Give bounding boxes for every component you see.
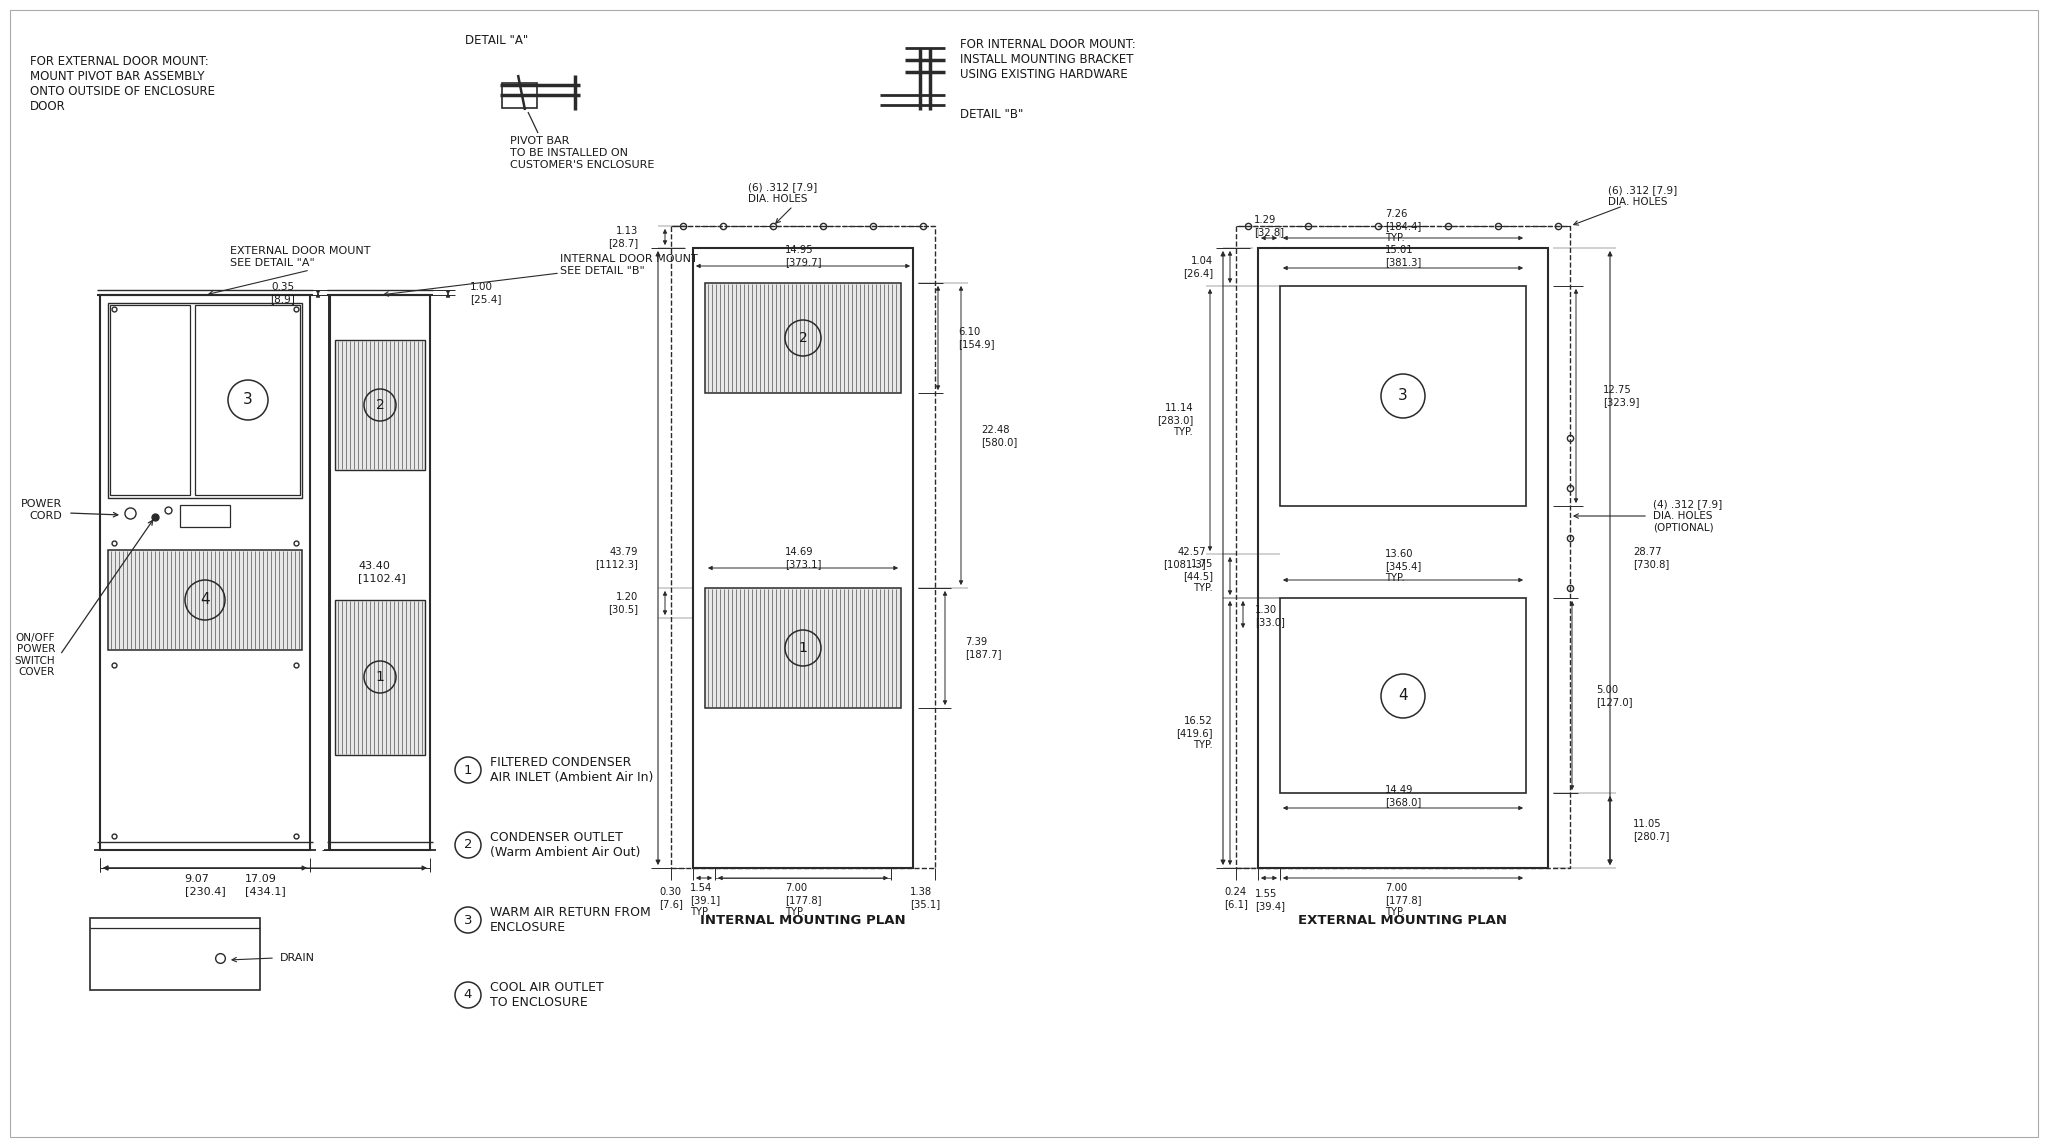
Text: 11.05
[280.7]: 11.05 [280.7]	[1632, 819, 1669, 841]
Bar	[109, 303, 301, 498]
Bar	[502, 83, 537, 108]
Text: (6) .312 [7.9]
DIA. HOLES: (6) .312 [7.9] DIA. HOLES	[1608, 185, 1677, 206]
Bar	[111, 305, 190, 496]
Text: 7.00
[177.8]
TYP.: 7.00 [177.8] TYP.	[1384, 883, 1421, 916]
Text: CONDENSER OUTLET
(Warm Ambient Air Out): CONDENSER OUTLET (Warm Ambient Air Out)	[489, 830, 641, 859]
Text: 0.24
[6.1]: 0.24 [6.1]	[1225, 887, 1247, 908]
Text: (4) .312 [7.9]
DIA. HOLES
(OPTIONAL): (4) .312 [7.9] DIA. HOLES (OPTIONAL)	[1653, 499, 1722, 532]
Text: EXTERNAL DOOR MOUNT
SEE DETAIL "A": EXTERNAL DOOR MOUNT SEE DETAIL "A"	[229, 247, 371, 267]
Text: 9.07
[230.4]: 9.07 [230.4]	[184, 874, 225, 896]
Text: 1.29
[32.8]: 1.29 [32.8]	[1253, 216, 1284, 236]
Text: 1.30
[33.0]: 1.30 [33.0]	[1255, 606, 1284, 626]
Text: 3: 3	[463, 913, 473, 927]
Text: DETAIL "A": DETAIL "A"	[465, 33, 528, 47]
Text: 0.30
[7.6]: 0.30 [7.6]	[659, 887, 682, 908]
Text: 1.20
[30.5]: 1.20 [30.5]	[608, 592, 639, 614]
Text: 1.38
[35.1]: 1.38 [35.1]	[909, 887, 940, 908]
Bar	[330, 295, 430, 850]
Text: 28.77
[730.8]: 28.77 [730.8]	[1632, 547, 1669, 569]
Text: INTERNAL DOOR MOUNT
SEE DETAIL "B": INTERNAL DOOR MOUNT SEE DETAIL "B"	[559, 255, 698, 275]
Text: 43.79
[1112.3]: 43.79 [1112.3]	[596, 547, 639, 569]
Text: ON/OFF
POWER
SWITCH
COVER: ON/OFF POWER SWITCH COVER	[14, 633, 55, 678]
Text: PIVOT BAR
TO BE INSTALLED ON
CUSTOMER'S ENCLOSURE: PIVOT BAR TO BE INSTALLED ON CUSTOMER'S …	[510, 136, 655, 170]
Bar	[180, 505, 229, 526]
Text: 2: 2	[375, 398, 385, 412]
Bar	[336, 600, 426, 755]
Text: 0.35
[8.9]: 0.35 [8.9]	[270, 282, 295, 304]
Bar	[705, 283, 901, 393]
Bar	[109, 551, 301, 650]
Bar	[100, 295, 309, 850]
Bar	[672, 226, 936, 868]
Text: 7.26
[184.4]
TYP.: 7.26 [184.4] TYP.	[1384, 210, 1421, 243]
Text: 7.39
[187.7]: 7.39 [187.7]	[965, 638, 1001, 658]
Text: (6) .312 [7.9]
DIA. HOLES: (6) .312 [7.9] DIA. HOLES	[748, 182, 817, 204]
Text: 15.01
[381.3]: 15.01 [381.3]	[1384, 245, 1421, 267]
Text: FILTERED CONDENSER
AIR INLET (Ambient Air In): FILTERED CONDENSER AIR INLET (Ambient Ai…	[489, 756, 653, 785]
Text: 1.75
[44.5]
TYP.: 1.75 [44.5] TYP.	[1184, 560, 1212, 593]
Text: WARM AIR RETURN FROM
ENCLOSURE: WARM AIR RETURN FROM ENCLOSURE	[489, 906, 651, 934]
Bar	[692, 248, 913, 868]
Bar	[1280, 286, 1526, 506]
Text: 4: 4	[463, 989, 473, 1001]
Text: 22.48
[580.0]: 22.48 [580.0]	[981, 426, 1018, 447]
Text: 14.69
[373.1]: 14.69 [373.1]	[784, 547, 821, 569]
Text: 2: 2	[799, 331, 807, 345]
Text: FOR INTERNAL DOOR MOUNT:
INSTALL MOUNTING BRACKET
USING EXISTING HARDWARE: FOR INTERNAL DOOR MOUNT: INSTALL MOUNTIN…	[961, 38, 1137, 81]
Text: 1: 1	[375, 670, 385, 684]
Text: POWER
CORD: POWER CORD	[20, 499, 61, 521]
Text: 1: 1	[799, 641, 807, 655]
Text: 1.04
[26.4]: 1.04 [26.4]	[1184, 256, 1212, 278]
Text: DRAIN: DRAIN	[281, 953, 315, 963]
Bar	[336, 340, 426, 470]
Bar	[195, 305, 299, 496]
Text: 1: 1	[463, 764, 473, 777]
Text: 5.00
[127.0]: 5.00 [127.0]	[1595, 685, 1632, 707]
Text: 4: 4	[201, 593, 209, 608]
Text: 1.00
[25.4]: 1.00 [25.4]	[469, 282, 502, 304]
Text: 14.95
[379.7]: 14.95 [379.7]	[784, 245, 821, 267]
Text: INTERNAL MOUNTING PLAN: INTERNAL MOUNTING PLAN	[700, 913, 905, 927]
Text: COOL AIR OUTLET
TO ENCLOSURE: COOL AIR OUTLET TO ENCLOSURE	[489, 981, 604, 1009]
Text: 1.13
[28.7]: 1.13 [28.7]	[608, 226, 639, 248]
Text: 1.55
[39.4]: 1.55 [39.4]	[1255, 889, 1284, 911]
Text: DETAIL "B": DETAIL "B"	[961, 109, 1024, 122]
Bar	[1280, 598, 1526, 793]
Text: 3: 3	[244, 392, 252, 407]
Text: EXTERNAL MOUNTING PLAN: EXTERNAL MOUNTING PLAN	[1298, 913, 1507, 927]
Text: 13.60
[345.4]
TYP.: 13.60 [345.4] TYP.	[1384, 549, 1421, 583]
Text: 1.54
[39.1]
TYP.: 1.54 [39.1] TYP.	[690, 883, 721, 916]
Text: 43.40
[1102.4]: 43.40 [1102.4]	[358, 561, 406, 583]
Text: 42.57
[1081.3]: 42.57 [1081.3]	[1163, 547, 1206, 569]
Text: 2: 2	[463, 838, 473, 851]
Bar	[1257, 248, 1548, 868]
Text: 7.00
[177.8]
TYP.: 7.00 [177.8] TYP.	[784, 883, 821, 916]
Text: FOR EXTERNAL DOOR MOUNT:
MOUNT PIVOT BAR ASSEMBLY
ONTO OUTSIDE OF ENCLOSURE
DOOR: FOR EXTERNAL DOOR MOUNT: MOUNT PIVOT BAR…	[31, 55, 215, 114]
Bar	[90, 918, 260, 990]
Text: 4: 4	[1399, 688, 1407, 703]
Bar	[705, 588, 901, 708]
Text: 12.75
[323.9]: 12.75 [323.9]	[1604, 385, 1638, 407]
Text: 16.52
[419.6]
TYP.: 16.52 [419.6] TYP.	[1176, 717, 1212, 750]
Text: 3: 3	[1399, 389, 1407, 404]
Text: 6.10
[154.9]: 6.10 [154.9]	[958, 327, 995, 349]
Text: 17.09
[434.1]: 17.09 [434.1]	[244, 874, 285, 896]
Text: 11.14
[283.0]
TYP.: 11.14 [283.0] TYP.	[1157, 404, 1194, 437]
Text: 14.49
[368.0]: 14.49 [368.0]	[1384, 786, 1421, 806]
Bar	[1237, 226, 1571, 868]
